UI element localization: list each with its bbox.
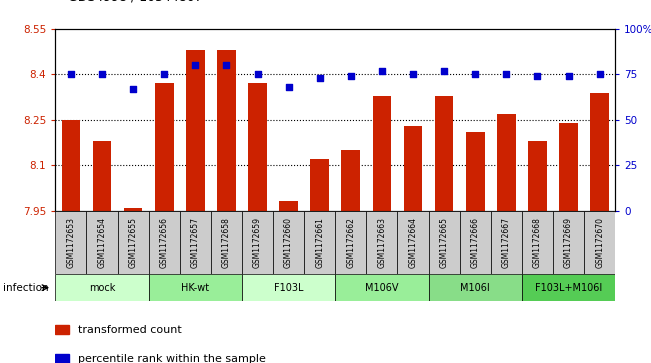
- Bar: [148, 211, 180, 274]
- Bar: [118, 211, 148, 274]
- Bar: [460, 211, 491, 274]
- Bar: [559, 123, 578, 211]
- Text: GSM1172659: GSM1172659: [253, 217, 262, 268]
- Text: GSM1172660: GSM1172660: [284, 217, 293, 268]
- Bar: [304, 211, 335, 274]
- Text: GSM1172670: GSM1172670: [595, 217, 604, 268]
- Bar: [522, 211, 553, 274]
- Bar: [155, 83, 174, 211]
- Point: [314, 75, 325, 81]
- Bar: [522, 274, 615, 301]
- Bar: [428, 274, 522, 301]
- Bar: [491, 211, 522, 274]
- Point: [470, 72, 480, 77]
- Bar: [55, 274, 148, 301]
- Bar: [367, 211, 398, 274]
- Bar: [217, 50, 236, 211]
- Bar: [342, 150, 360, 211]
- Text: transformed count: transformed count: [77, 325, 182, 335]
- Text: GSM1172658: GSM1172658: [222, 217, 231, 268]
- Point: [439, 68, 449, 74]
- Bar: [279, 201, 298, 211]
- Text: percentile rank within the sample: percentile rank within the sample: [77, 354, 266, 363]
- Text: GSM1172663: GSM1172663: [378, 217, 387, 268]
- Point: [346, 73, 356, 79]
- Text: F103L: F103L: [274, 283, 303, 293]
- Bar: [311, 159, 329, 211]
- Text: GSM1172653: GSM1172653: [66, 217, 76, 268]
- Bar: [590, 93, 609, 211]
- Bar: [428, 211, 460, 274]
- Point: [533, 73, 543, 79]
- Point: [97, 72, 107, 77]
- Bar: [180, 211, 211, 274]
- Text: GSM1172668: GSM1172668: [533, 217, 542, 268]
- Bar: [211, 211, 242, 274]
- Bar: [242, 274, 335, 301]
- Bar: [584, 211, 615, 274]
- Text: GSM1172669: GSM1172669: [564, 217, 573, 268]
- Bar: [62, 120, 80, 211]
- Point: [128, 86, 138, 92]
- Point: [159, 72, 169, 77]
- Point: [283, 84, 294, 90]
- Text: GSM1172665: GSM1172665: [439, 217, 449, 268]
- Text: GSM1172656: GSM1172656: [159, 217, 169, 268]
- Bar: [186, 50, 204, 211]
- Bar: [398, 211, 428, 274]
- Bar: [242, 211, 273, 274]
- Text: M106V: M106V: [365, 283, 398, 293]
- Text: GSM1172666: GSM1172666: [471, 217, 480, 268]
- Text: GSM1172655: GSM1172655: [129, 217, 137, 268]
- Point: [408, 72, 418, 77]
- Bar: [87, 211, 118, 274]
- Text: HK-wt: HK-wt: [181, 283, 210, 293]
- Bar: [55, 354, 70, 363]
- Text: F103L+M106I: F103L+M106I: [535, 283, 602, 293]
- Bar: [528, 141, 547, 211]
- Point: [253, 72, 263, 77]
- Text: mock: mock: [89, 283, 115, 293]
- Bar: [55, 211, 87, 274]
- Text: GSM1172667: GSM1172667: [502, 217, 511, 268]
- Bar: [497, 114, 516, 211]
- Bar: [248, 83, 267, 211]
- Bar: [372, 95, 391, 211]
- Point: [563, 73, 574, 79]
- Bar: [124, 208, 143, 211]
- Bar: [553, 211, 584, 274]
- Point: [221, 62, 232, 68]
- Bar: [466, 132, 484, 211]
- Point: [190, 62, 201, 68]
- Bar: [335, 274, 428, 301]
- Text: GSM1172664: GSM1172664: [409, 217, 417, 268]
- Point: [377, 68, 387, 74]
- Point: [594, 72, 605, 77]
- Text: GSM1172654: GSM1172654: [98, 217, 107, 268]
- Bar: [335, 211, 367, 274]
- Point: [501, 72, 512, 77]
- Point: [66, 72, 76, 77]
- Bar: [148, 274, 242, 301]
- Bar: [92, 141, 111, 211]
- Bar: [55, 325, 70, 334]
- Text: GSM1172661: GSM1172661: [315, 217, 324, 268]
- Text: GDS4998 / 10344807: GDS4998 / 10344807: [68, 0, 203, 4]
- Text: infection: infection: [3, 283, 49, 293]
- Bar: [273, 211, 304, 274]
- Bar: [435, 95, 454, 211]
- Text: GSM1172657: GSM1172657: [191, 217, 200, 268]
- Text: GSM1172662: GSM1172662: [346, 217, 355, 268]
- Text: M106I: M106I: [460, 283, 490, 293]
- Bar: [404, 126, 422, 211]
